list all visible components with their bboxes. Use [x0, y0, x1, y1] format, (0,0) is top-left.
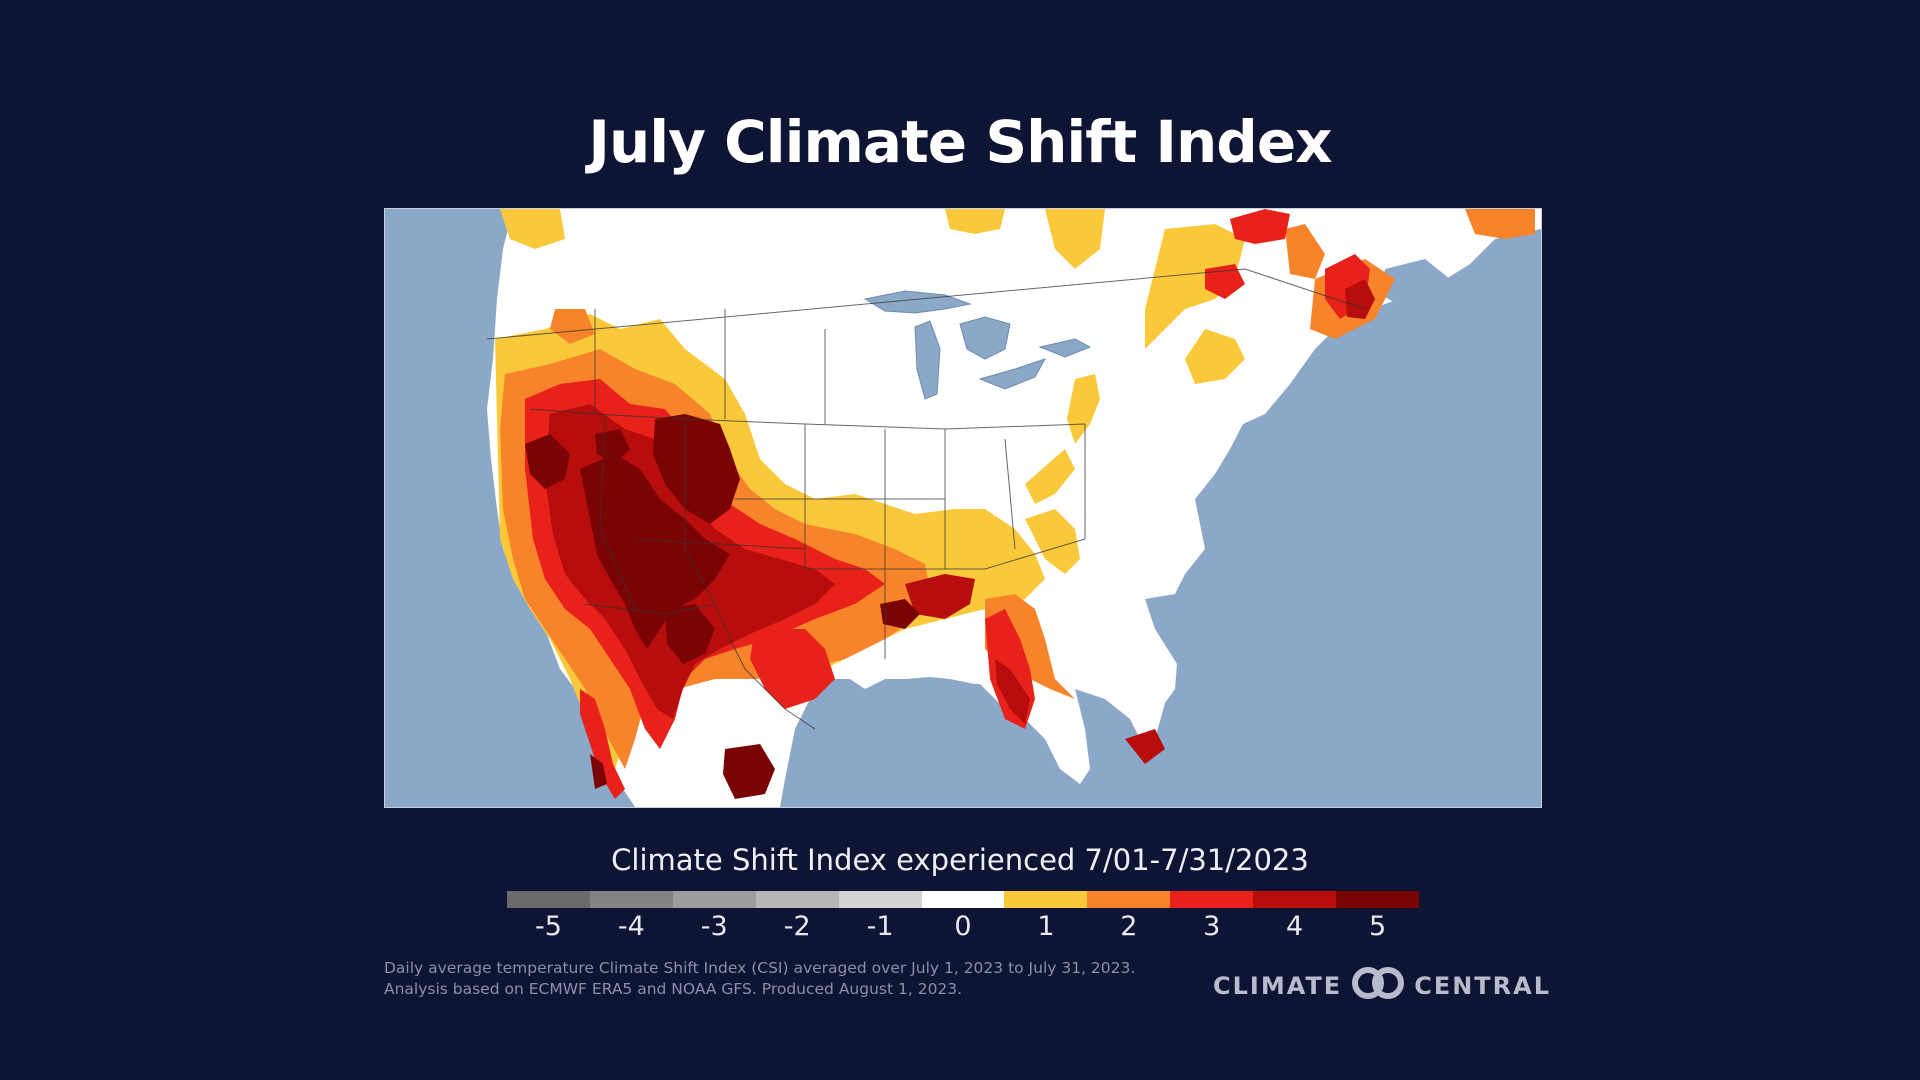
legend-swatch	[921, 891, 1005, 908]
legend-swatch	[589, 891, 673, 908]
legend-tick-label: 0	[954, 911, 972, 942]
legend-tick-label: -4	[617, 911, 645, 942]
legend-tick-label: 1	[1037, 911, 1055, 942]
legend-tick-label: -2	[783, 911, 811, 942]
legend-swatch	[1087, 891, 1171, 908]
map-svg	[385, 209, 1541, 807]
legend-swatch	[1170, 891, 1254, 908]
legend-tick-label: -5	[534, 911, 562, 942]
legend-tick-label: 4	[1286, 911, 1304, 942]
footnote: Daily average temperature Climate Shift …	[384, 958, 1144, 1000]
climate-central-brand: CLIMATE CENTRAL	[1213, 966, 1549, 1006]
gulf-of-mexico	[785, 687, 1055, 807]
legend-tick-label: 2	[1120, 911, 1138, 942]
color-scale-ticks: -5 -4 -3 -2 -1 0 1 2 3 4 5	[507, 911, 1419, 945]
legend-tick-label: 5	[1368, 911, 1387, 942]
footnote-line-2: Analysis based on ECMWF ERA5 and NOAA GF…	[384, 980, 963, 998]
gulf-of-st-lawrence	[1380, 259, 1450, 309]
legend-swatch	[1253, 891, 1337, 908]
legend-title: Climate Shift Index experienced 7/01-7/3…	[611, 843, 1309, 877]
legend-tick-label: -3	[700, 911, 728, 942]
legend-swatch	[755, 891, 839, 908]
legend-swatch	[672, 891, 756, 908]
legend-tick-label: 3	[1203, 911, 1221, 942]
climate-central-logo-icon	[1348, 966, 1408, 1006]
brand-text-right: CENTRAL	[1414, 972, 1552, 1000]
legend-swatch	[838, 891, 922, 908]
legend-swatch	[1336, 891, 1419, 908]
legend-swatch	[1004, 891, 1088, 908]
political-borders	[486, 268, 1366, 730]
brand-text-left: CLIMATE	[1213, 972, 1343, 1000]
legend-tick-label: -1	[866, 911, 894, 942]
csi-map	[384, 208, 1542, 808]
legend-swatch	[507, 891, 590, 908]
color-scale-bar	[507, 891, 1419, 908]
page-title: July Climate Shift Index	[588, 108, 1332, 176]
footnote-line-1: Daily average temperature Climate Shift …	[384, 959, 1136, 977]
